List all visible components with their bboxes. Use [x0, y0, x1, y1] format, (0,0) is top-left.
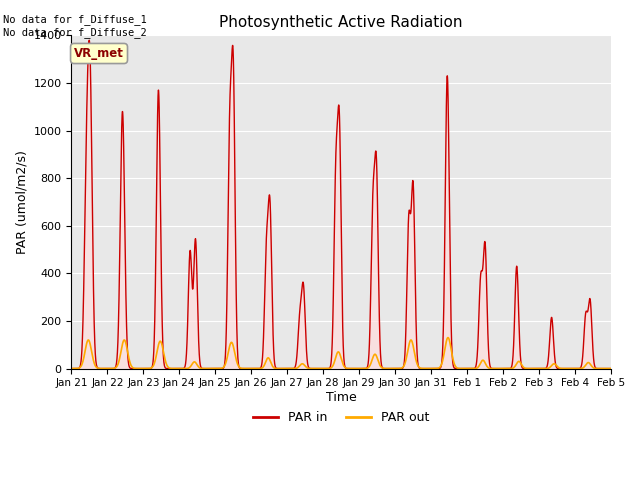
Title: Photosynthetic Active Radiation: Photosynthetic Active Radiation [220, 15, 463, 30]
Text: VR_met: VR_met [74, 47, 124, 60]
Legend: PAR in, PAR out: PAR in, PAR out [248, 406, 435, 429]
Text: No data for f_Diffuse_1
No data for f_Diffuse_2: No data for f_Diffuse_1 No data for f_Di… [3, 14, 147, 38]
Y-axis label: PAR (umol/m2/s): PAR (umol/m2/s) [15, 150, 28, 254]
X-axis label: Time: Time [326, 391, 356, 404]
